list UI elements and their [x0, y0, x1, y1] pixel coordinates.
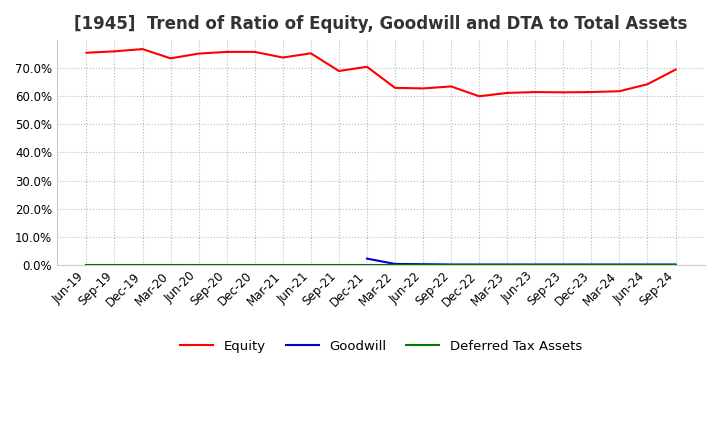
Goodwill [643, 262, 652, 267]
Equity [671, 67, 680, 72]
Equity [222, 49, 231, 55]
Deferred Tax Assets [335, 262, 343, 267]
Equity [615, 88, 624, 94]
Deferred Tax Assets [279, 262, 287, 267]
Deferred Tax Assets [138, 262, 147, 267]
Deferred Tax Assets [251, 262, 259, 267]
Line: Goodwill: Goodwill [367, 259, 675, 264]
Goodwill [363, 256, 372, 261]
Deferred Tax Assets [559, 262, 567, 267]
Line: Equity: Equity [86, 49, 675, 96]
Deferred Tax Assets [363, 262, 372, 267]
Deferred Tax Assets [447, 262, 456, 267]
Equity [363, 64, 372, 70]
Equity [110, 49, 119, 54]
Deferred Tax Assets [419, 262, 428, 267]
Deferred Tax Assets [82, 262, 91, 267]
Equity [279, 55, 287, 60]
Deferred Tax Assets [166, 262, 175, 267]
Goodwill [559, 262, 567, 267]
Equity [643, 81, 652, 87]
Title: [1945]  Trend of Ratio of Equity, Goodwill and DTA to Total Assets: [1945] Trend of Ratio of Equity, Goodwil… [74, 15, 688, 33]
Deferred Tax Assets [475, 262, 484, 267]
Deferred Tax Assets [307, 262, 315, 267]
Equity [503, 90, 511, 95]
Equity [447, 84, 456, 89]
Equity [531, 89, 539, 95]
Goodwill [447, 262, 456, 267]
Goodwill [503, 262, 511, 267]
Equity [419, 86, 428, 91]
Equity [335, 68, 343, 73]
Goodwill [391, 261, 400, 267]
Goodwill [475, 262, 484, 267]
Equity [307, 51, 315, 56]
Deferred Tax Assets [391, 262, 400, 267]
Equity [166, 56, 175, 61]
Deferred Tax Assets [222, 262, 231, 267]
Equity [194, 51, 203, 56]
Deferred Tax Assets [643, 262, 652, 267]
Goodwill [531, 262, 539, 267]
Deferred Tax Assets [615, 262, 624, 267]
Equity [138, 47, 147, 52]
Goodwill [419, 262, 428, 267]
Equity [559, 90, 567, 95]
Goodwill [615, 262, 624, 267]
Equity [251, 49, 259, 55]
Equity [391, 85, 400, 91]
Deferred Tax Assets [110, 262, 119, 267]
Deferred Tax Assets [587, 262, 595, 267]
Deferred Tax Assets [531, 262, 539, 267]
Deferred Tax Assets [671, 262, 680, 267]
Goodwill [671, 262, 680, 267]
Equity [82, 50, 91, 55]
Equity [587, 89, 595, 95]
Deferred Tax Assets [194, 262, 203, 267]
Deferred Tax Assets [503, 262, 511, 267]
Goodwill [587, 262, 595, 267]
Equity [475, 94, 484, 99]
Legend: Equity, Goodwill, Deferred Tax Assets: Equity, Goodwill, Deferred Tax Assets [175, 334, 587, 358]
